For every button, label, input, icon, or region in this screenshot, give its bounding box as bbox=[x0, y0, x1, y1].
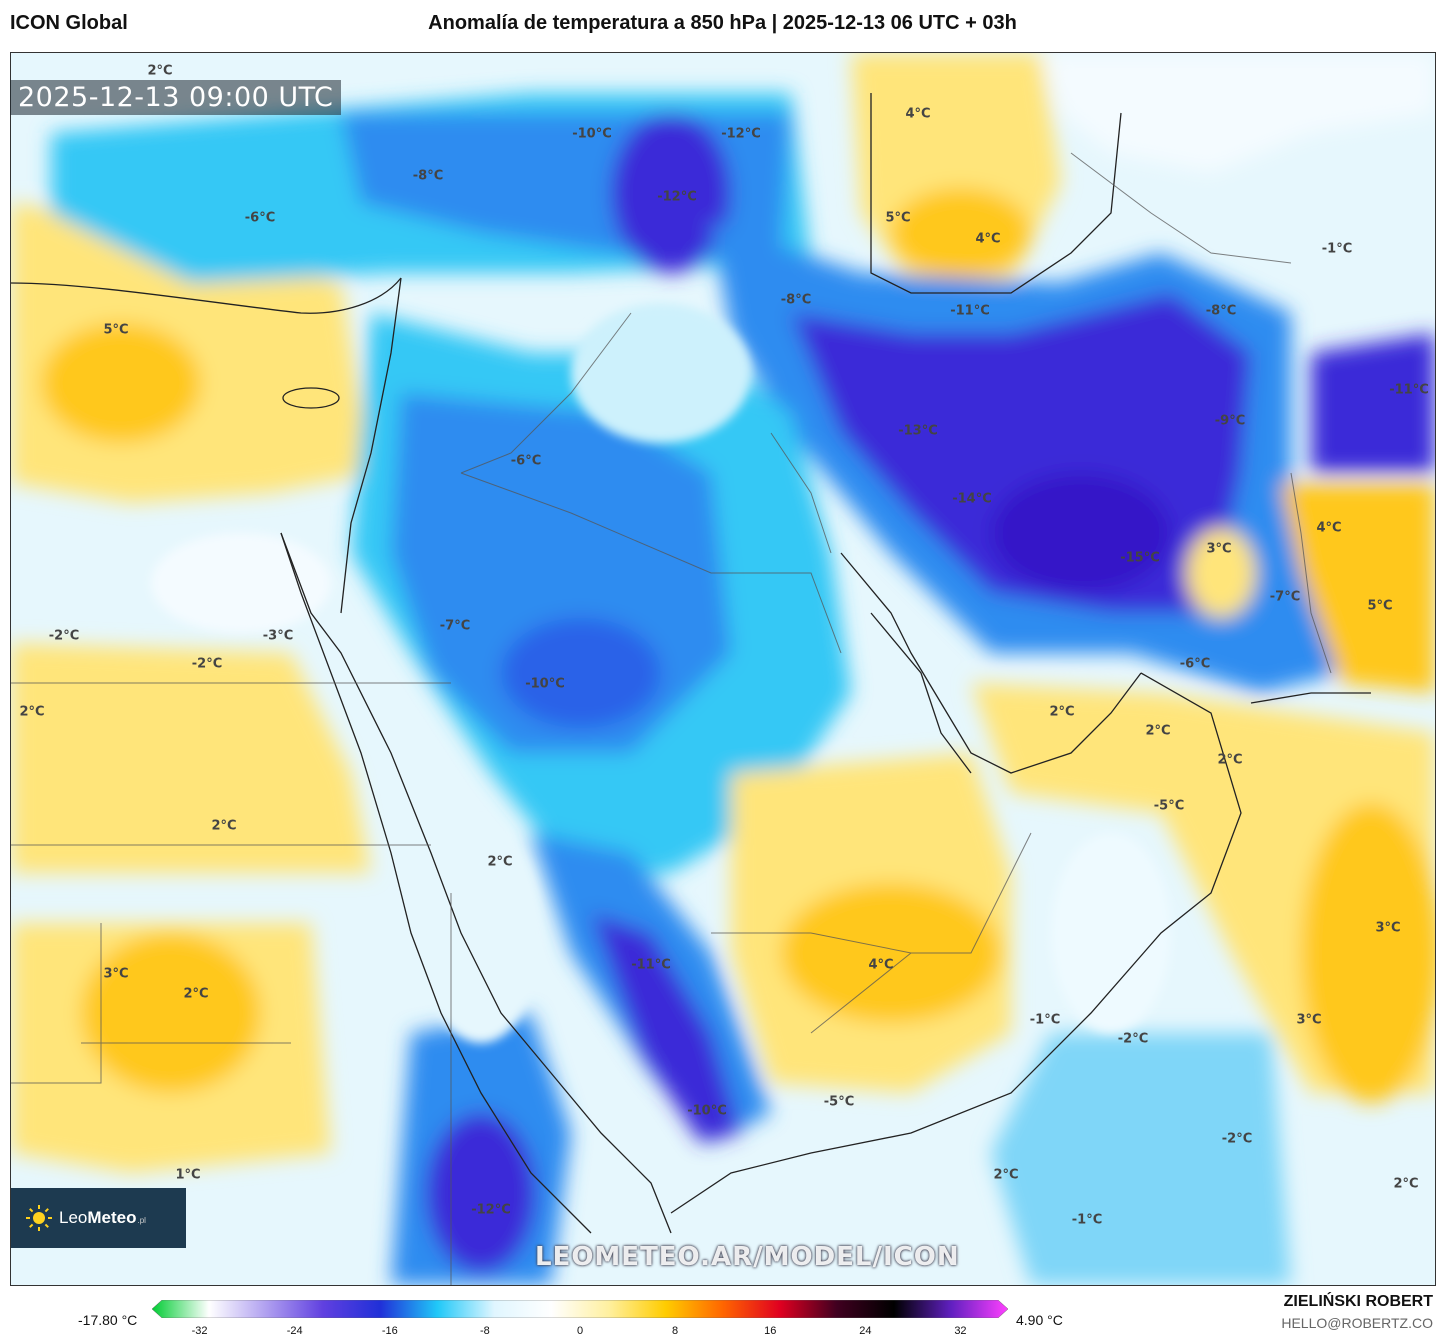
anomaly-label: -7°C bbox=[1269, 589, 1301, 605]
anomaly-label: -9°C bbox=[1214, 413, 1246, 429]
anomaly-label: -15°C bbox=[1120, 550, 1160, 566]
anomaly-label: -1°C bbox=[1321, 241, 1353, 257]
anomaly-label: -2°C bbox=[191, 656, 223, 672]
light-patches bbox=[151, 303, 1171, 1043]
colorbar-tick-label: 16 bbox=[764, 1325, 777, 1337]
anomaly-label: 3°C bbox=[1296, 1012, 1322, 1028]
anomaly-label: 2°C bbox=[211, 818, 237, 834]
colorbar-tick-label: -24 bbox=[286, 1325, 303, 1337]
colorbar-tick-label: 24 bbox=[859, 1325, 872, 1337]
anomaly-label: 2°C bbox=[487, 854, 513, 870]
leometeo-logo[interactable]: LeoMeteo.pl bbox=[11, 1188, 186, 1248]
anomaly-label: 4°C bbox=[868, 957, 894, 973]
anomaly-label: -11°C bbox=[950, 303, 990, 319]
anomaly-label: -13°C bbox=[898, 423, 938, 439]
anomaly-label: 5°C bbox=[885, 210, 911, 226]
anomaly-label: 2°C bbox=[1217, 752, 1243, 768]
borders bbox=[11, 152, 1332, 1285]
anomaly-label: -6°C bbox=[244, 210, 276, 226]
colorbar-tick-label: 0 bbox=[576, 1325, 584, 1337]
temperature-field bbox=[11, 53, 1435, 1285]
colorbar-tick-label: 32 bbox=[954, 1325, 967, 1337]
colorbar-gradient bbox=[152, 1300, 1008, 1318]
anomaly-label: 2°C bbox=[183, 986, 209, 1002]
anomaly-label: 3°C bbox=[103, 966, 129, 982]
anomaly-label: 2°C bbox=[993, 1167, 1019, 1183]
anomaly-label: -2°C bbox=[1117, 1031, 1149, 1047]
map-title: Anomalía de temperatura a 850 hPa | 2025… bbox=[428, 12, 1017, 34]
sun-icon bbox=[26, 1205, 52, 1231]
author-email[interactable]: HELLO@ROBERTZ.CO bbox=[1281, 1315, 1433, 1331]
anomaly-label: -10°C bbox=[525, 676, 565, 692]
colorbar-tick-label: -16 bbox=[381, 1325, 398, 1337]
anomaly-label: -12°C bbox=[657, 189, 697, 205]
logo-wordmark: LeoMeteo.pl bbox=[59, 1208, 146, 1227]
anomaly-label: -12°C bbox=[721, 126, 761, 142]
colorbar-tick-label: -32 bbox=[191, 1325, 208, 1337]
anomaly-label: -10°C bbox=[687, 1103, 727, 1119]
anomaly-label: -5°C bbox=[823, 1094, 855, 1110]
anomaly-label: 5°C bbox=[103, 322, 129, 338]
anomaly-label: 2°C bbox=[1145, 723, 1171, 739]
anomaly-label: -1°C bbox=[1071, 1212, 1103, 1228]
anomaly-label: -1°C bbox=[1029, 1012, 1061, 1028]
colorbar-tick-label: 8 bbox=[672, 1325, 679, 1337]
coastlines bbox=[11, 93, 1371, 1234]
anomaly-label: -2°C bbox=[48, 628, 80, 644]
anomaly-label: -6°C bbox=[510, 453, 542, 469]
anomaly-label: 3°C bbox=[1375, 920, 1401, 936]
anomaly-label: 4°C bbox=[905, 106, 931, 122]
anomaly-label: 2°C bbox=[19, 704, 45, 720]
colorbar-min-label: -17.80 °C bbox=[78, 1312, 138, 1328]
anomaly-label: 2°C bbox=[1049, 704, 1075, 720]
anomaly-label: -8°C bbox=[1205, 303, 1237, 319]
author-credit: ZIELIŃSKI ROBERT bbox=[1283, 1293, 1433, 1310]
anomaly-label: 1°C bbox=[175, 1167, 201, 1183]
anomaly-label: 2°C bbox=[1393, 1176, 1419, 1192]
source-watermark: LEOMETEO.AR/MODEL/ICON bbox=[535, 1242, 960, 1272]
map-canvas bbox=[11, 53, 1435, 1285]
model-name: ICON Global bbox=[10, 12, 128, 34]
anomaly-label: 5°C bbox=[1367, 598, 1393, 614]
colorbar-max-label: 4.90 °C bbox=[1016, 1312, 1063, 1328]
anomaly-label: -8°C bbox=[412, 168, 444, 184]
anomaly-label: 3°C bbox=[1206, 541, 1232, 557]
anomaly-label: 2°C bbox=[147, 63, 173, 79]
valid-time-stamp: 2025-12-13 09:00 UTC bbox=[10, 80, 342, 115]
anomaly-label: 4°C bbox=[975, 231, 1001, 247]
anomaly-label: -11°C bbox=[1389, 382, 1429, 398]
anomaly-label: -12°C bbox=[471, 1202, 511, 1218]
anomaly-label: -11°C bbox=[631, 957, 671, 973]
anomaly-label: -6°C bbox=[1179, 656, 1211, 672]
anomaly-label: -2°C bbox=[1221, 1131, 1253, 1147]
anomaly-label: -14°C bbox=[952, 491, 992, 507]
anomaly-label: 4°C bbox=[1316, 520, 1342, 536]
colorbar bbox=[152, 1300, 1008, 1318]
anomaly-label: -10°C bbox=[572, 126, 612, 142]
anomaly-label: -3°C bbox=[262, 628, 294, 644]
anomaly-map bbox=[10, 52, 1436, 1286]
anomaly-label: -8°C bbox=[780, 292, 812, 308]
colorbar-tick-label: -8 bbox=[479, 1325, 490, 1337]
anomaly-label: -7°C bbox=[439, 618, 471, 634]
anomaly-label: -5°C bbox=[1153, 798, 1185, 814]
